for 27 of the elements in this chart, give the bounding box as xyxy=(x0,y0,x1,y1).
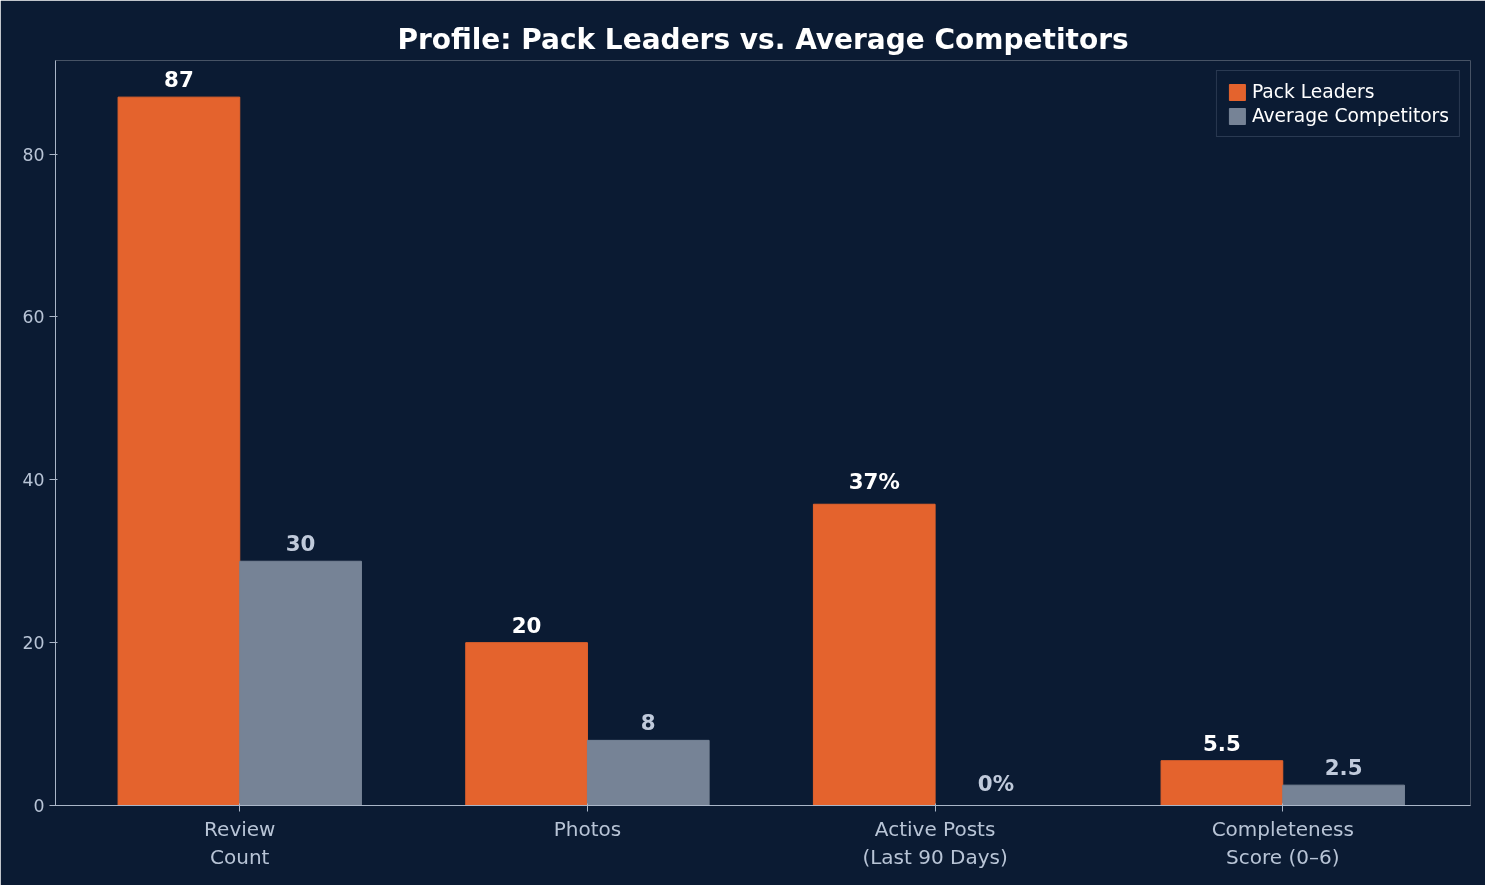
data-label: 2.5 xyxy=(1324,755,1363,781)
y-tick-label: 80 xyxy=(22,144,45,165)
data-label: 8 xyxy=(640,710,656,736)
data-label: 0% xyxy=(977,770,1015,796)
y-tick-label: 60 xyxy=(22,307,45,328)
x-tick-label: Review Count xyxy=(204,816,276,870)
bar xyxy=(812,503,936,806)
data-label: 87 xyxy=(164,67,194,93)
bar xyxy=(1160,760,1284,806)
data-label: 37% xyxy=(848,469,900,495)
y-tick-label: 0 xyxy=(33,796,45,816)
x-tick-label: Completeness Score (0–6) xyxy=(1211,816,1354,870)
bar xyxy=(586,739,710,806)
y-tick-label: 20 xyxy=(22,633,45,654)
chart-title: Profile: Pack Leaders vs. Average Competitors xyxy=(397,22,1129,56)
bar xyxy=(117,96,241,806)
bar xyxy=(1282,784,1405,806)
data-label: 30 xyxy=(285,531,316,557)
y-tick-label: 40 xyxy=(22,470,45,491)
data-label: 20 xyxy=(511,612,542,638)
x-tick-label: Photos xyxy=(553,816,622,841)
bar xyxy=(465,642,588,806)
legend-label: Pack Leaders xyxy=(1251,81,1375,102)
legend-label: Average Competitors xyxy=(1251,105,1449,126)
data-label: 5.5 xyxy=(1203,730,1241,756)
bar xyxy=(239,560,362,806)
x-tick-label: Active Posts (Last 90 Days) xyxy=(862,816,1008,870)
